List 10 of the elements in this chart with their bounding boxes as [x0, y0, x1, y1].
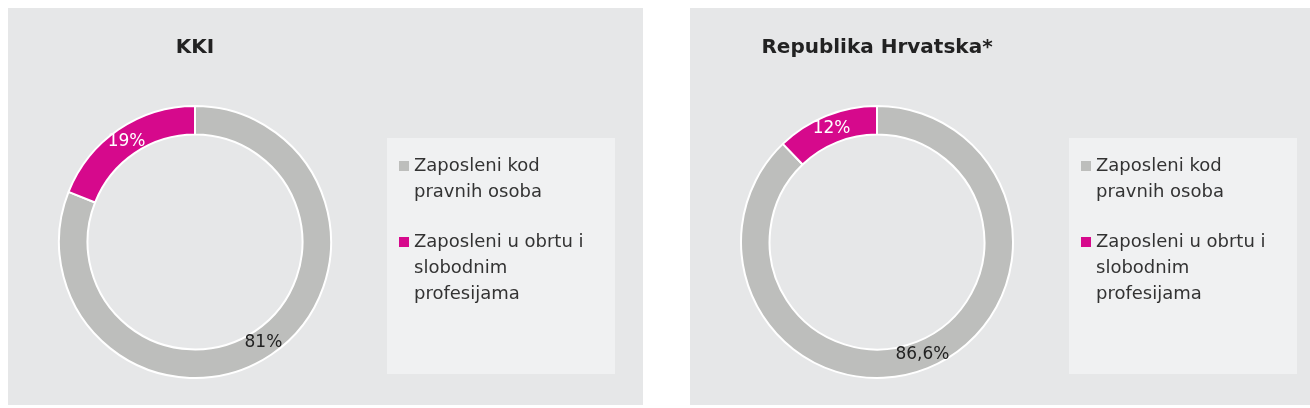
chart-title: KKI	[175, 34, 215, 59]
legend-label: Zaposleni u obrtu i slobodnim profesijama	[1096, 229, 1267, 305]
legend-label: Zaposleni kod pravnih osoba	[1096, 153, 1225, 203]
chart-title: Republika Hrvatska*	[761, 34, 994, 59]
data-label: 19%	[107, 129, 146, 150]
data-label: 81%	[244, 331, 283, 352]
data-label: 86,6%	[895, 343, 950, 364]
legend-label: Zaposleni kod pravnih osoba	[414, 153, 543, 203]
legend-label: Zaposleni u obrtu i slobodnim profesijama	[414, 229, 585, 305]
data-label: 12%	[812, 117, 851, 138]
